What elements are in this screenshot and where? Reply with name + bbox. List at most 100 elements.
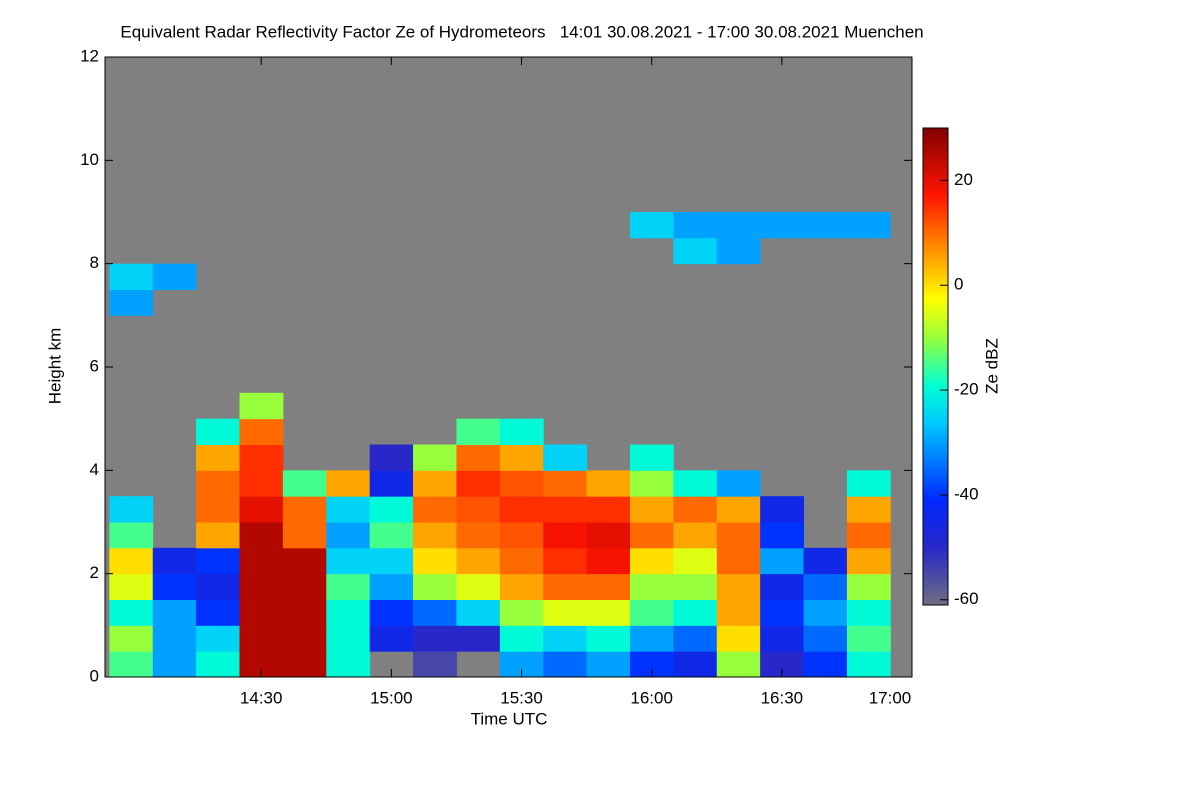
cell bbox=[629, 625, 674, 652]
cell bbox=[499, 573, 544, 600]
cell bbox=[803, 651, 848, 677]
cell bbox=[152, 263, 197, 290]
cell bbox=[456, 522, 501, 549]
cell bbox=[716, 237, 761, 265]
cell bbox=[239, 547, 284, 575]
cell bbox=[239, 522, 284, 549]
x-tick-label: 16:00 bbox=[630, 688, 673, 707]
cell bbox=[109, 599, 154, 626]
cell bbox=[499, 418, 544, 445]
cell bbox=[239, 573, 284, 600]
cell bbox=[456, 496, 501, 523]
cell bbox=[586, 573, 631, 600]
cell bbox=[629, 573, 674, 600]
cell bbox=[760, 212, 805, 239]
cell bbox=[673, 573, 718, 600]
cell bbox=[196, 496, 240, 523]
cell bbox=[586, 496, 631, 523]
cell bbox=[716, 212, 761, 239]
cell bbox=[760, 547, 805, 575]
cell bbox=[846, 496, 891, 523]
cell bbox=[282, 651, 327, 677]
cell bbox=[326, 625, 371, 652]
cell bbox=[629, 444, 674, 471]
cell bbox=[586, 651, 631, 677]
cell bbox=[152, 599, 197, 626]
cell bbox=[673, 212, 718, 239]
cell bbox=[803, 547, 848, 575]
cell bbox=[499, 444, 544, 471]
colorbar-tick-label: 0 bbox=[954, 275, 963, 294]
cell bbox=[760, 599, 805, 626]
cell bbox=[543, 547, 588, 575]
cell bbox=[846, 573, 891, 600]
cell bbox=[196, 625, 240, 652]
cell bbox=[716, 573, 761, 600]
x-axis-label: Time UTC bbox=[471, 709, 548, 728]
cell bbox=[239, 470, 284, 497]
cell bbox=[369, 573, 414, 600]
cell bbox=[673, 522, 718, 549]
y-tick-label: 8 bbox=[90, 253, 99, 272]
cell bbox=[369, 496, 414, 523]
cell bbox=[760, 522, 805, 549]
cell bbox=[196, 522, 240, 549]
cell bbox=[629, 470, 674, 497]
cell bbox=[716, 651, 761, 677]
cell bbox=[239, 392, 284, 420]
cell bbox=[803, 625, 848, 652]
cell bbox=[629, 547, 674, 575]
cell bbox=[413, 444, 457, 471]
colorbar-tick-label: -40 bbox=[954, 484, 979, 503]
cell bbox=[673, 470, 718, 497]
colorbar-label: Ze dBZ bbox=[982, 338, 1001, 394]
cell bbox=[760, 496, 805, 523]
cell bbox=[543, 625, 588, 652]
cell bbox=[413, 522, 457, 549]
cell bbox=[543, 599, 588, 626]
cell bbox=[282, 522, 327, 549]
cell bbox=[369, 522, 414, 549]
cell bbox=[673, 547, 718, 575]
cell bbox=[196, 418, 240, 445]
x-tick-label: 14:30 bbox=[240, 688, 283, 707]
x-tick-label: 15:00 bbox=[370, 688, 413, 707]
cell bbox=[413, 496, 457, 523]
y-tick-label: 0 bbox=[90, 666, 99, 685]
cell bbox=[152, 573, 197, 600]
y-tick-label: 2 bbox=[90, 563, 99, 582]
cell bbox=[196, 470, 240, 497]
cell bbox=[282, 547, 327, 575]
cell bbox=[846, 625, 891, 652]
cell bbox=[543, 651, 588, 677]
cell bbox=[586, 625, 631, 652]
cell bbox=[803, 573, 848, 600]
cell bbox=[846, 212, 891, 239]
cell bbox=[456, 547, 501, 575]
cell bbox=[239, 444, 284, 471]
cell bbox=[499, 599, 544, 626]
cell bbox=[413, 625, 457, 652]
cell bbox=[543, 573, 588, 600]
cell bbox=[499, 547, 544, 575]
cell bbox=[673, 651, 718, 677]
cell bbox=[456, 573, 501, 600]
colorbar-tick-label: -60 bbox=[954, 589, 979, 608]
cell bbox=[499, 522, 544, 549]
y-tick-label: 4 bbox=[90, 460, 99, 479]
cell bbox=[413, 547, 457, 575]
cell bbox=[282, 470, 327, 497]
cell bbox=[196, 547, 240, 575]
cell bbox=[846, 470, 891, 497]
cell bbox=[369, 470, 414, 497]
cell bbox=[760, 573, 805, 600]
cell bbox=[499, 496, 544, 523]
cell bbox=[109, 263, 154, 290]
cell bbox=[716, 547, 761, 575]
y-tick-label: 10 bbox=[80, 150, 99, 169]
cell bbox=[109, 522, 154, 549]
cell bbox=[760, 625, 805, 652]
cell bbox=[716, 496, 761, 523]
cell bbox=[456, 444, 501, 471]
colorbar-tick-label: -20 bbox=[954, 380, 979, 399]
